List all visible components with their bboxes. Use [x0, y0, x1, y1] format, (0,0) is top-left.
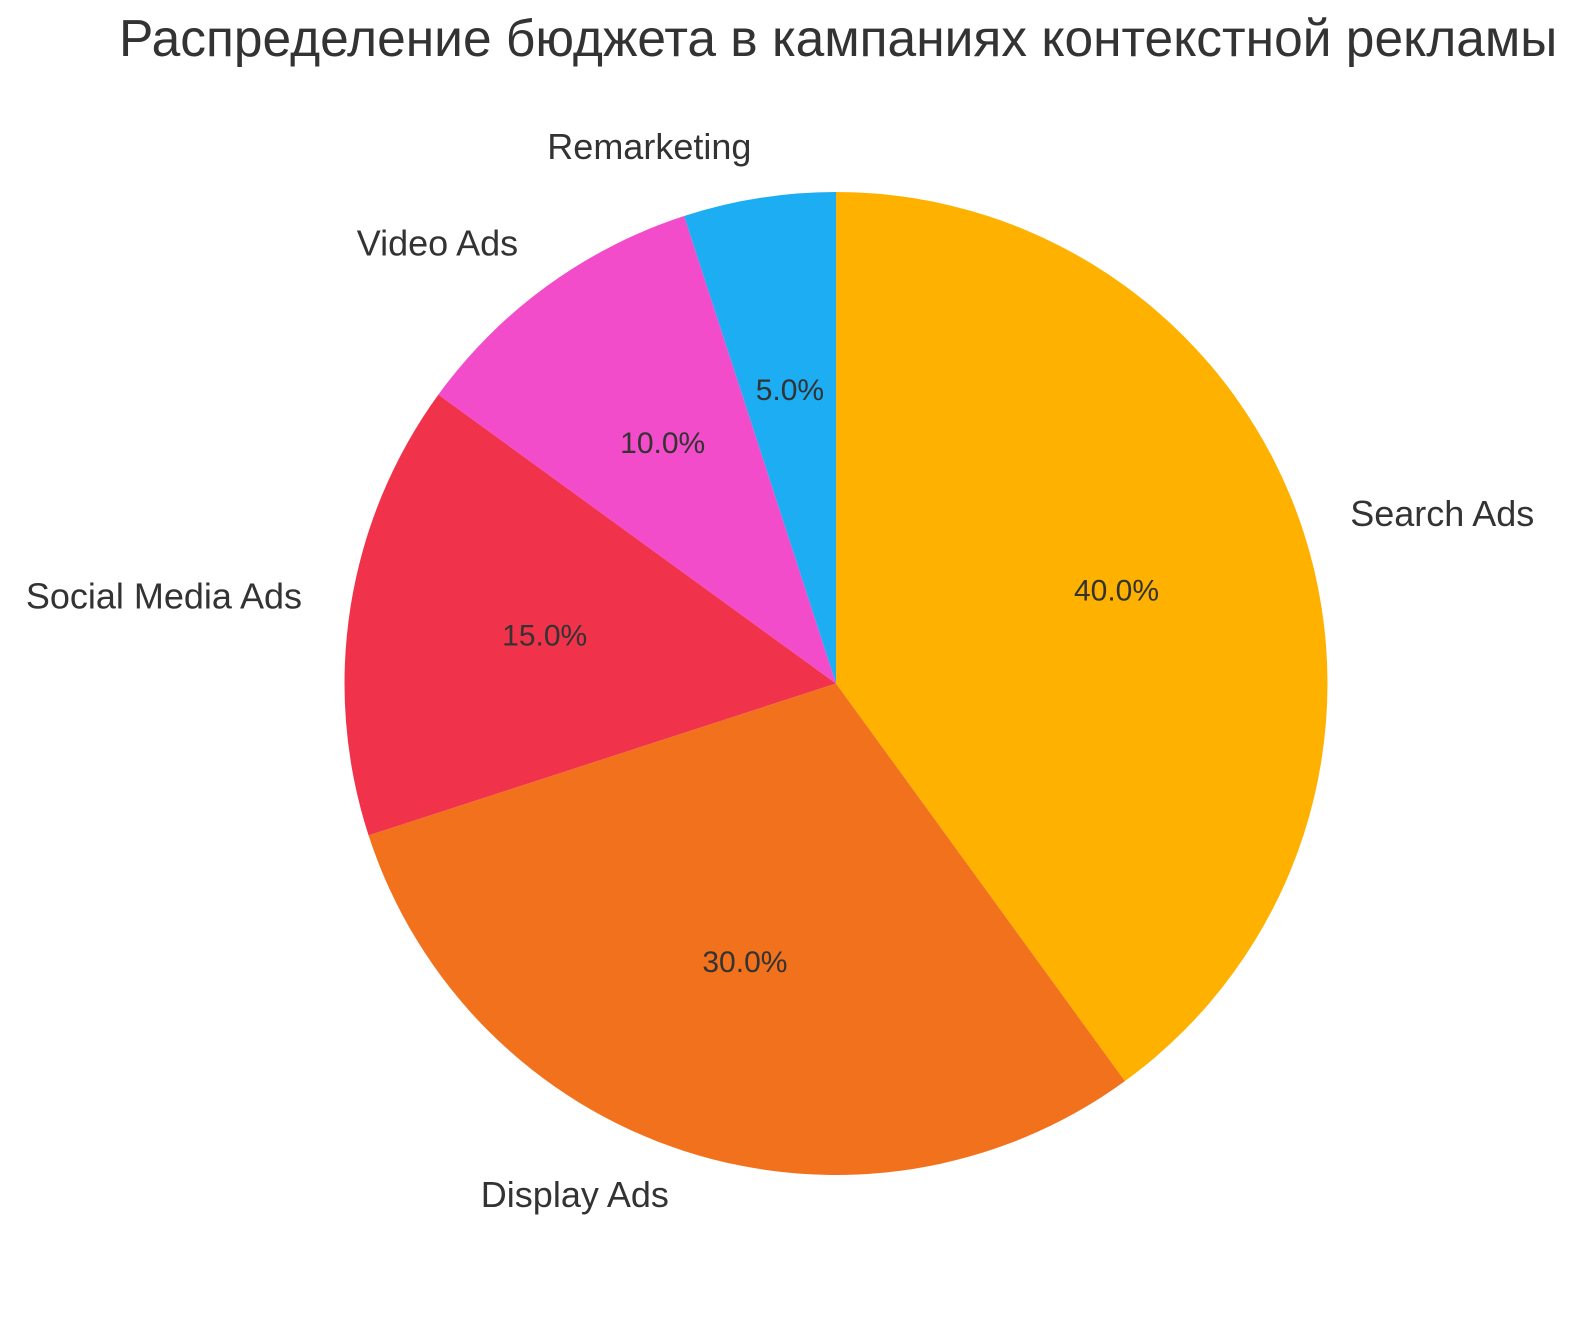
svg-text:15.0%: 15.0%	[502, 619, 587, 652]
svg-text:Search Ads: Search Ads	[1350, 493, 1534, 534]
svg-text:Social Media Ads: Social Media Ads	[26, 575, 302, 616]
svg-text:40.0%: 40.0%	[1074, 574, 1159, 607]
svg-text:Remarketing: Remarketing	[547, 126, 751, 167]
svg-text:Video Ads: Video Ads	[357, 223, 518, 264]
svg-text:10.0%: 10.0%	[620, 427, 705, 460]
svg-text:30.0%: 30.0%	[702, 946, 787, 979]
svg-text:Display Ads: Display Ads	[481, 1174, 669, 1215]
svg-text:5.0%: 5.0%	[756, 374, 824, 407]
